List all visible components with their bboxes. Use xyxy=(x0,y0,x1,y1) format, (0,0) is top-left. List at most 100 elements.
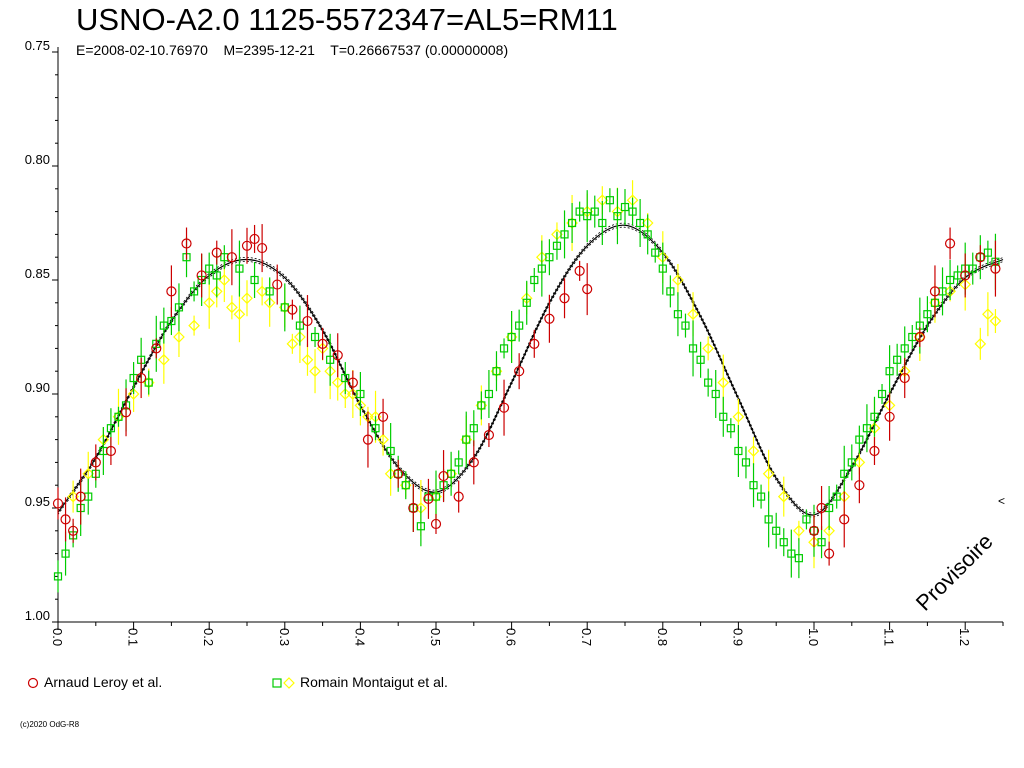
right-edge-marker: < xyxy=(998,494,1005,508)
data-point-montaigut-square xyxy=(356,389,365,399)
x-tick-label: 0.1 xyxy=(126,628,141,646)
data-point-montaigut-diamond xyxy=(717,376,730,389)
watermark-provisoire: Provisoire xyxy=(911,529,998,616)
x-tick-label: 0.9 xyxy=(730,628,745,646)
data-point-leroy xyxy=(808,525,820,536)
x-tick-label: 0.6 xyxy=(504,628,519,646)
data-point-leroy xyxy=(136,372,147,384)
data-point-leroy xyxy=(90,457,101,468)
data-point-leroy xyxy=(317,338,328,349)
data-point-leroy xyxy=(824,548,835,559)
data-point-montaigut-square xyxy=(61,549,70,558)
copyright-notice: (c)2020 OdG-R8 xyxy=(20,720,80,729)
data-point-leroy xyxy=(196,270,207,281)
x-tick-label: 1.2 xyxy=(957,628,972,646)
data-point-montaigut-square xyxy=(515,321,524,330)
data-point-montaigut-square xyxy=(696,355,705,364)
data-point-leroy xyxy=(582,284,593,295)
data-point-montaigut-square xyxy=(802,515,811,524)
data-point-leroy xyxy=(960,270,971,281)
data-point-leroy xyxy=(272,279,283,290)
data-point-montaigut-square xyxy=(567,218,577,228)
data-point-leroy xyxy=(884,411,895,422)
fit-curve xyxy=(57,226,1004,518)
data-point-montaigut-square xyxy=(205,264,214,273)
data-point-leroy xyxy=(975,252,986,263)
data-point-leroy xyxy=(854,480,865,491)
data-point-montaigut-square xyxy=(386,446,395,456)
data-point-montaigut-square xyxy=(537,264,546,273)
data-point-montaigut-square xyxy=(235,264,244,273)
y-tick-label: 0.95 xyxy=(25,494,50,509)
data-point-leroy xyxy=(944,238,956,249)
data-point-montaigut-square xyxy=(817,538,826,547)
data-point-montaigut-square xyxy=(666,287,675,296)
data-point-montaigut-square xyxy=(469,424,478,433)
data-point-montaigut-diamond xyxy=(793,524,805,537)
data-point-montaigut-square xyxy=(764,515,773,524)
data-point-montaigut-square xyxy=(401,481,410,490)
data-point-montaigut-diamond xyxy=(377,433,389,446)
data-point-montaigut-square xyxy=(794,554,803,563)
data-point-montaigut-square xyxy=(212,271,221,280)
data-point-montaigut-square xyxy=(704,378,713,387)
data-point-montaigut-square xyxy=(636,218,645,228)
x-tick-label: 0.4 xyxy=(352,628,367,646)
data-point-montaigut-diamond xyxy=(687,308,699,321)
data-point-leroy xyxy=(226,252,237,263)
fit-curve-layer xyxy=(57,222,1004,518)
data-point-leroy xyxy=(287,304,298,315)
data-point-montaigut-square xyxy=(499,344,509,353)
data-point-leroy xyxy=(249,233,260,245)
data-point-montaigut-diamond xyxy=(233,308,246,321)
data-point-leroy xyxy=(408,502,419,514)
data-point-montaigut-square xyxy=(749,481,758,490)
data-point-montaigut-diamond xyxy=(127,388,140,400)
data-point-montaigut-square xyxy=(326,355,335,364)
data-point-leroy xyxy=(430,518,442,530)
data-point-montaigut-square xyxy=(923,310,932,319)
data-point-montaigut-square xyxy=(628,207,637,216)
data-point-leroy xyxy=(574,265,585,276)
data-point-montaigut-diamond xyxy=(331,376,344,389)
data-point-leroy xyxy=(105,445,117,457)
data-point-montaigut-diamond xyxy=(256,285,268,298)
y-tick-label: 0.85 xyxy=(25,266,50,281)
data-point-montaigut-diamond xyxy=(672,274,684,286)
data-point-montaigut-square xyxy=(651,248,660,257)
data-point-montaigut-diamond xyxy=(982,308,994,321)
data-point-montaigut-square xyxy=(454,458,463,467)
data-point-montaigut-square xyxy=(983,248,992,257)
data-point-montaigut-square xyxy=(159,321,168,330)
data-point-montaigut-square xyxy=(545,253,554,262)
data-point-montaigut-square xyxy=(711,389,720,399)
data-point-montaigut-diamond xyxy=(339,388,352,400)
data-point-montaigut-diamond xyxy=(732,410,745,423)
chart-subtitle: E=2008-02-10.76970 M=2395-12-21 T=0.2666… xyxy=(76,42,509,58)
data-point-montaigut-square xyxy=(688,344,698,353)
data-point-montaigut-square xyxy=(719,412,728,421)
x-tick-label: 1.1 xyxy=(882,628,897,646)
y-tick-label: 0.90 xyxy=(25,380,50,395)
data-point-montaigut-square xyxy=(787,549,796,558)
data-point-montaigut-square xyxy=(673,310,683,319)
x-tick-label: 1.0 xyxy=(806,628,821,646)
data-point-montaigut-square xyxy=(681,321,690,330)
data-point-leroy xyxy=(529,338,540,349)
data-point-montaigut-square xyxy=(552,241,562,250)
data-point-montaigut-square xyxy=(462,435,471,444)
data-point-leroy xyxy=(453,491,464,502)
data-point-montaigut-square xyxy=(840,469,849,478)
data-point-montaigut-diamond xyxy=(157,353,170,366)
data-point-leroy xyxy=(929,286,941,297)
data-point-montaigut-diamond xyxy=(747,445,760,457)
data-point-montaigut-square xyxy=(53,572,63,581)
data-point-montaigut-square xyxy=(877,389,887,399)
data-point-montaigut-square xyxy=(174,303,184,312)
legend-markers xyxy=(27,677,295,689)
data-point-montaigut-square xyxy=(870,412,879,421)
data-point-montaigut-diamond xyxy=(974,337,987,350)
data-point-montaigut-square xyxy=(530,275,539,285)
data-point-leroy xyxy=(166,286,177,297)
data-point-leroy xyxy=(120,407,132,418)
